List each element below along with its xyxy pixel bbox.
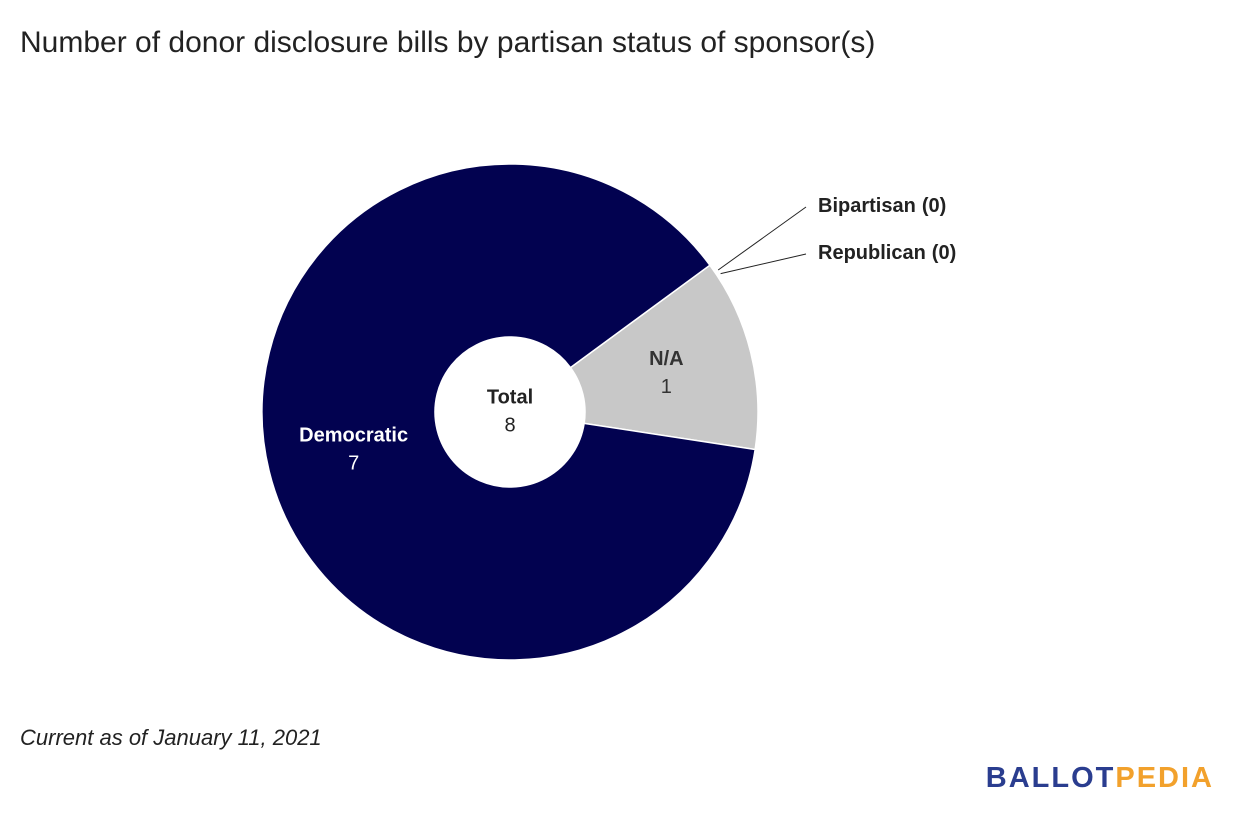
- slice: [570, 265, 710, 368]
- chart-title: Number of donor disclosure bills by part…: [20, 26, 875, 59]
- logo: BALLOTPEDIA: [986, 762, 1214, 794]
- leader-line: [717, 206, 807, 271]
- slice-label: Democratic: [299, 425, 408, 447]
- slice-value: 7: [348, 453, 359, 475]
- slice-label-name: Bipartisan: [818, 195, 916, 217]
- slice-value: (0): [932, 242, 956, 264]
- slice-label: Republican (0): [818, 242, 956, 264]
- footnote: Current as of January 11, 2021: [20, 725, 322, 750]
- slice: [569, 264, 759, 451]
- logo-part: PEDIA: [1115, 762, 1214, 794]
- slice-value: 1: [661, 376, 672, 398]
- donut: N/A 1 Democratic 7 Bipartisan (0) Republican (0…: [261, 163, 956, 661]
- leader-line: [720, 253, 807, 275]
- slice-value: (0): [922, 195, 946, 217]
- slice-label: Bipartisan (0): [818, 195, 946, 217]
- logo-part: BALLOT: [986, 762, 1116, 794]
- slice-label-name: Republican: [818, 242, 926, 264]
- slice: [261, 163, 757, 661]
- center-value: 8: [504, 414, 515, 436]
- center-label: Total: [487, 386, 533, 408]
- slice-label: N/A: [649, 348, 683, 370]
